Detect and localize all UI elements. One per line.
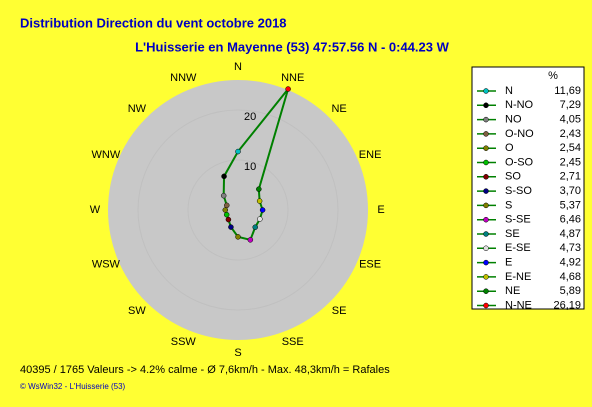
legend-name: S-SE <box>505 214 531 226</box>
r-tick-label: 20 <box>244 111 256 123</box>
point <box>228 224 234 230</box>
legend-value: 2,71 <box>560 171 581 183</box>
legend-value: 11,69 <box>554 85 581 97</box>
legend-name: O-SO <box>505 156 534 168</box>
legend-marker <box>483 259 489 266</box>
legend-value: 4,05 <box>560 114 581 126</box>
axis-label: NNW <box>170 72 197 84</box>
legend-name: N-NE <box>505 299 532 311</box>
axis-label: SSW <box>171 336 197 348</box>
legend-value: 4,87 <box>560 228 581 240</box>
point <box>225 216 232 223</box>
axis-label: S <box>234 347 241 359</box>
legend-unit: % <box>548 70 558 82</box>
legend-marker <box>483 102 489 109</box>
grid-ring <box>137 109 339 311</box>
legend-marker <box>483 116 489 123</box>
axis-label: SW <box>128 305 146 317</box>
legend-marker <box>483 245 489 252</box>
legend-name: E-NE <box>505 271 531 283</box>
axis-label: WNW <box>92 149 121 161</box>
legend-name: S-SO <box>505 185 532 197</box>
point <box>247 237 254 243</box>
legend-value: 4,68 <box>560 271 581 283</box>
legend-value: 2,54 <box>560 142 581 154</box>
legend-name: NE <box>505 285 520 297</box>
legend-marker <box>483 202 489 209</box>
credit: © WsWin32 - L'Huisserie (53) <box>20 382 126 391</box>
legend-name: E-SE <box>505 242 531 254</box>
legend-marker <box>483 216 489 223</box>
axis-label: ENE <box>359 149 382 161</box>
legend-value: 6,46 <box>560 214 581 226</box>
legend-marker <box>483 302 489 309</box>
point <box>224 202 230 209</box>
point <box>252 224 258 230</box>
point <box>257 216 263 222</box>
legend-marker <box>483 174 489 180</box>
point <box>256 198 263 204</box>
axis-label: NNE <box>281 72 304 84</box>
legend-name: NO <box>505 114 522 126</box>
axis-label: ESE <box>359 259 381 271</box>
legend-name: SE <box>505 228 520 240</box>
grid-ring <box>187 159 289 261</box>
point <box>222 207 229 213</box>
axis-label: NW <box>128 103 147 115</box>
axis-label: SE <box>332 305 347 317</box>
axis-label: E <box>377 204 384 216</box>
legend-marker <box>483 145 489 151</box>
legend-name: N-NO <box>505 99 534 111</box>
axis-label: SSE <box>282 336 304 348</box>
r-tick-label: 10 <box>244 161 256 173</box>
legend-marker <box>483 88 489 94</box>
legend-name: E <box>505 257 512 269</box>
point <box>285 86 291 92</box>
legend-marker <box>483 274 489 280</box>
point <box>259 207 266 213</box>
axis-label: W <box>90 204 101 216</box>
point <box>235 148 241 155</box>
legend <box>471 66 585 310</box>
legend-marker <box>483 288 489 294</box>
chart-subtitle: L'Huisserie en Mayenne (53) 47:57.56 N -… <box>135 39 450 54</box>
legend-value: 5,37 <box>560 199 581 211</box>
axis-label: N <box>234 61 242 73</box>
legend-value: 2,43 <box>560 128 581 140</box>
legend-name: O <box>505 142 514 154</box>
legend-value: 3,70 <box>560 185 581 197</box>
legend-marker <box>483 131 489 137</box>
legend-marker <box>483 231 489 237</box>
legend-value: 7,29 <box>560 99 581 111</box>
point <box>221 173 227 180</box>
plot-area <box>108 80 368 340</box>
legend-value: 26,19 <box>553 299 581 311</box>
axis-label: WSW <box>92 259 121 271</box>
point <box>220 192 227 199</box>
legend-name: O-NO <box>505 128 534 140</box>
point <box>256 186 262 192</box>
legend-value: 4,73 <box>560 242 581 254</box>
legend-value: 4,92 <box>560 257 581 269</box>
legend-name: S <box>505 199 512 211</box>
legend-marker <box>483 159 489 166</box>
chart-title: Distribution Direction du vent octobre 2… <box>20 15 287 30</box>
footer: 40395 / 1765 Valeurs -> 4.2% calme - Ø 7… <box>20 364 390 376</box>
legend-value: 5,89 <box>560 285 581 297</box>
point <box>235 234 241 240</box>
legend-name: SO <box>505 171 521 183</box>
legend-value: 2,45 <box>560 156 581 168</box>
point <box>223 211 230 218</box>
legend-name: N <box>505 85 513 97</box>
axis-label: NE <box>331 103 346 115</box>
legend-marker <box>483 188 489 194</box>
